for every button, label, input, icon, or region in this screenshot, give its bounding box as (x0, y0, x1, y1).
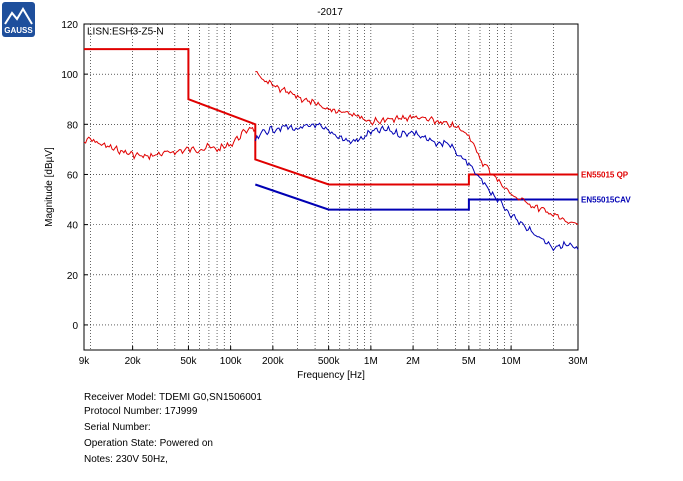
limit-label-0: EN55015 QP (581, 170, 629, 179)
receiver-model-value: TDEMI G0,SN1506001 (159, 392, 262, 403)
operation-state-line: Operation State: Powered on (84, 437, 213, 450)
protocol-number-value: 17J999 (164, 406, 198, 417)
series-group (83, 48, 579, 252)
x-tick-label: 500k (318, 356, 341, 367)
x-tick-label: 1M (364, 356, 378, 367)
x-tick-label: 9k (79, 356, 91, 367)
series-line-4 (254, 122, 579, 252)
series-line-0 (84, 48, 578, 186)
logo-mountain-icon (4, 7, 33, 25)
y-tick-label: 100 (61, 70, 78, 81)
y-tick-label: 120 (61, 20, 78, 31)
x-tick-label: 2M (406, 356, 420, 367)
serial-number-label: Serial Number: (84, 422, 151, 433)
protocol-number-label: Protocol Number: (84, 406, 162, 417)
x-tick-labels: 9k 20k 50k 100k 200k 500k 1M 2M 5M 10M 30M (79, 346, 588, 367)
notes-label: Notes: (84, 454, 113, 465)
serial-number-line: Serial Number: (84, 421, 153, 434)
y-tick-label: 20 (67, 271, 79, 282)
x-tick-label: 200k (262, 356, 285, 367)
chart-subtitle: LISN:ESH3-Z5-N (87, 26, 164, 37)
x-tick-label: 20k (125, 356, 142, 367)
limit-labels: EN55015 QP EN55015CAV (581, 170, 631, 204)
series-line-1 (254, 183, 578, 211)
receiver-model-label: Receiver Model: (84, 392, 157, 403)
operation-state-label: Operation State: (84, 438, 157, 449)
y-axis-label: Magnitude [dBµV] (44, 147, 55, 227)
limit-label-1: EN55015CAV (581, 196, 631, 205)
logo-background (2, 2, 35, 37)
x-axis-label: Frequency [Hz] (297, 370, 365, 380)
y-tick-label: 40 (67, 221, 79, 232)
x-tick-label: 10M (501, 356, 520, 367)
x-tick-label: 5M (462, 356, 476, 367)
series-line-2 (83, 126, 256, 161)
protocol-number-line: Protocol Number: 17J999 (84, 405, 197, 418)
chart-title: -2017 (317, 7, 343, 18)
y-tick-label: 80 (67, 120, 79, 131)
y-tick-labels: 0 20 40 60 80 100 120 (61, 20, 88, 332)
gauss-logo: GAUSS (2, 2, 35, 37)
plot-frame (83, 23, 579, 351)
logo-text: GAUSS (4, 26, 33, 35)
x-tick-label: 30M (568, 356, 587, 367)
y-tick-label: 60 (67, 170, 79, 181)
grid (84, 23, 578, 350)
x-tick-label: 50k (180, 356, 197, 367)
series-line-3 (255, 70, 579, 226)
receiver-model-line: Receiver Model: TDEMI G0,SN1506001 (84, 391, 262, 404)
emi-chart: -2017 LISN:ESH3-Z5-N 9k 20k 50k 100k 200k 500… (44, 7, 631, 380)
notes-line: Notes: 230V 50Hz, (84, 453, 168, 466)
notes-value: 230V 50Hz, (115, 454, 168, 465)
operation-state-value: Powered on (159, 438, 213, 449)
x-tick-label: 100k (220, 356, 243, 367)
y-tick-label: 0 (72, 321, 78, 332)
